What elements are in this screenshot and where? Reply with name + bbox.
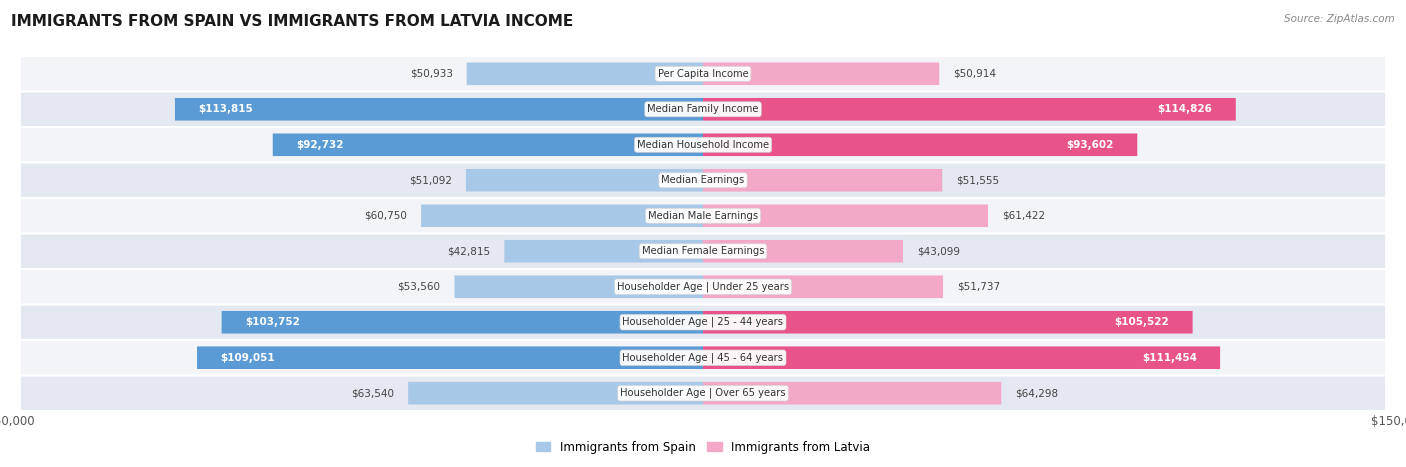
- Text: Householder Age | 25 - 44 years: Householder Age | 25 - 44 years: [623, 317, 783, 327]
- FancyBboxPatch shape: [21, 57, 1385, 91]
- FancyBboxPatch shape: [174, 98, 703, 120]
- FancyBboxPatch shape: [21, 305, 1385, 339]
- FancyBboxPatch shape: [703, 276, 943, 298]
- FancyBboxPatch shape: [21, 92, 1385, 126]
- Text: $113,815: $113,815: [198, 104, 253, 114]
- FancyBboxPatch shape: [21, 199, 1385, 233]
- Text: $63,540: $63,540: [352, 388, 394, 398]
- FancyBboxPatch shape: [703, 382, 1001, 404]
- Text: Median Family Income: Median Family Income: [647, 104, 759, 114]
- Text: Per Capita Income: Per Capita Income: [658, 69, 748, 79]
- Text: $103,752: $103,752: [245, 317, 299, 327]
- FancyBboxPatch shape: [21, 376, 1385, 410]
- FancyBboxPatch shape: [222, 311, 703, 333]
- Text: $42,815: $42,815: [447, 246, 491, 256]
- FancyBboxPatch shape: [703, 98, 1236, 120]
- Text: Source: ZipAtlas.com: Source: ZipAtlas.com: [1284, 14, 1395, 24]
- FancyBboxPatch shape: [703, 205, 988, 227]
- Text: $109,051: $109,051: [221, 353, 274, 363]
- FancyBboxPatch shape: [467, 63, 703, 85]
- Text: $114,826: $114,826: [1157, 104, 1212, 114]
- Text: $50,914: $50,914: [953, 69, 995, 79]
- Text: $92,732: $92,732: [295, 140, 343, 150]
- Text: $61,422: $61,422: [1002, 211, 1045, 221]
- Text: $64,298: $64,298: [1015, 388, 1059, 398]
- FancyBboxPatch shape: [197, 347, 703, 369]
- Text: $105,522: $105,522: [1115, 317, 1170, 327]
- FancyBboxPatch shape: [21, 128, 1385, 162]
- Text: $50,933: $50,933: [409, 69, 453, 79]
- Text: Householder Age | 45 - 64 years: Householder Age | 45 - 64 years: [623, 353, 783, 363]
- FancyBboxPatch shape: [21, 341, 1385, 375]
- Text: $51,737: $51,737: [957, 282, 1000, 292]
- FancyBboxPatch shape: [465, 169, 703, 191]
- FancyBboxPatch shape: [21, 234, 1385, 268]
- FancyBboxPatch shape: [273, 134, 703, 156]
- Text: $53,560: $53,560: [398, 282, 440, 292]
- FancyBboxPatch shape: [703, 347, 1220, 369]
- FancyBboxPatch shape: [703, 169, 942, 191]
- Text: Median Earnings: Median Earnings: [661, 175, 745, 185]
- Text: $51,555: $51,555: [956, 175, 1000, 185]
- Text: Median Household Income: Median Household Income: [637, 140, 769, 150]
- FancyBboxPatch shape: [703, 134, 1137, 156]
- Text: Householder Age | Under 25 years: Householder Age | Under 25 years: [617, 282, 789, 292]
- Text: Median Female Earnings: Median Female Earnings: [641, 246, 765, 256]
- Text: $111,454: $111,454: [1142, 353, 1197, 363]
- Text: $43,099: $43,099: [917, 246, 960, 256]
- Text: $60,750: $60,750: [364, 211, 408, 221]
- FancyBboxPatch shape: [408, 382, 703, 404]
- Legend: Immigrants from Spain, Immigrants from Latvia: Immigrants from Spain, Immigrants from L…: [531, 436, 875, 458]
- FancyBboxPatch shape: [422, 205, 703, 227]
- FancyBboxPatch shape: [21, 270, 1385, 304]
- FancyBboxPatch shape: [21, 163, 1385, 197]
- FancyBboxPatch shape: [703, 240, 903, 262]
- Text: IMMIGRANTS FROM SPAIN VS IMMIGRANTS FROM LATVIA INCOME: IMMIGRANTS FROM SPAIN VS IMMIGRANTS FROM…: [11, 14, 574, 29]
- FancyBboxPatch shape: [505, 240, 703, 262]
- FancyBboxPatch shape: [454, 276, 703, 298]
- FancyBboxPatch shape: [703, 311, 1192, 333]
- Text: $51,092: $51,092: [409, 175, 451, 185]
- Text: $93,602: $93,602: [1067, 140, 1114, 150]
- Text: Median Male Earnings: Median Male Earnings: [648, 211, 758, 221]
- FancyBboxPatch shape: [703, 63, 939, 85]
- Text: Householder Age | Over 65 years: Householder Age | Over 65 years: [620, 388, 786, 398]
